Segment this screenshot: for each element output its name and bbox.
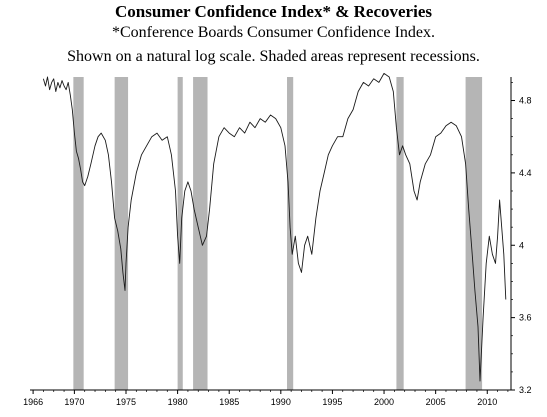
recession-band-6 — [396, 77, 404, 390]
recession-bands — [73, 77, 483, 390]
x-tick-label-1970: 1970 — [64, 397, 84, 407]
tick-labels: 1966 1970 1975 1980 1985 1990 1995 2000 2005 2010… — [23, 96, 531, 407]
series-line-1 — [42, 72, 507, 382]
x-tick-label-1985: 1985 — [219, 397, 239, 407]
recession-band-1 — [73, 77, 84, 390]
recession-band-2 — [114, 77, 129, 390]
x-tick-label-1975: 1975 — [116, 397, 136, 407]
x-tick-label-2010: 2010 — [477, 397, 497, 407]
x-tick-label-2005: 2005 — [426, 397, 446, 407]
x-tick-label-1995: 1995 — [322, 397, 342, 407]
series-layer — [42, 72, 507, 382]
axes — [30, 77, 515, 394]
y-tick-label-4.8: 4.8 — [519, 96, 532, 106]
chart-note: Shown on a natural log scale. Shaded are… — [67, 48, 480, 65]
x-tick-label-1966: 1966 — [23, 397, 43, 407]
x-tick-label-1990: 1990 — [271, 397, 291, 407]
chart-title: Consumer Confidence Index* & Recoveries — [115, 2, 432, 21]
recession-band-7 — [465, 77, 483, 390]
y-tick-label-3.2: 3.2 — [519, 385, 532, 395]
x-tick-label-1980: 1980 — [168, 397, 188, 407]
recession-band-3 — [177, 77, 183, 390]
recession-band-5 — [287, 77, 294, 390]
recession-band-4 — [193, 77, 208, 390]
y-tick-label-4.4: 4.4 — [519, 168, 532, 178]
y-tick-label-3.6: 3.6 — [519, 313, 532, 323]
chart-subtitle: *Conference Boards Consumer Confidence I… — [111, 24, 435, 41]
x-tick-label-2000: 2000 — [374, 397, 394, 407]
y-tick-label-4: 4 — [519, 240, 524, 250]
